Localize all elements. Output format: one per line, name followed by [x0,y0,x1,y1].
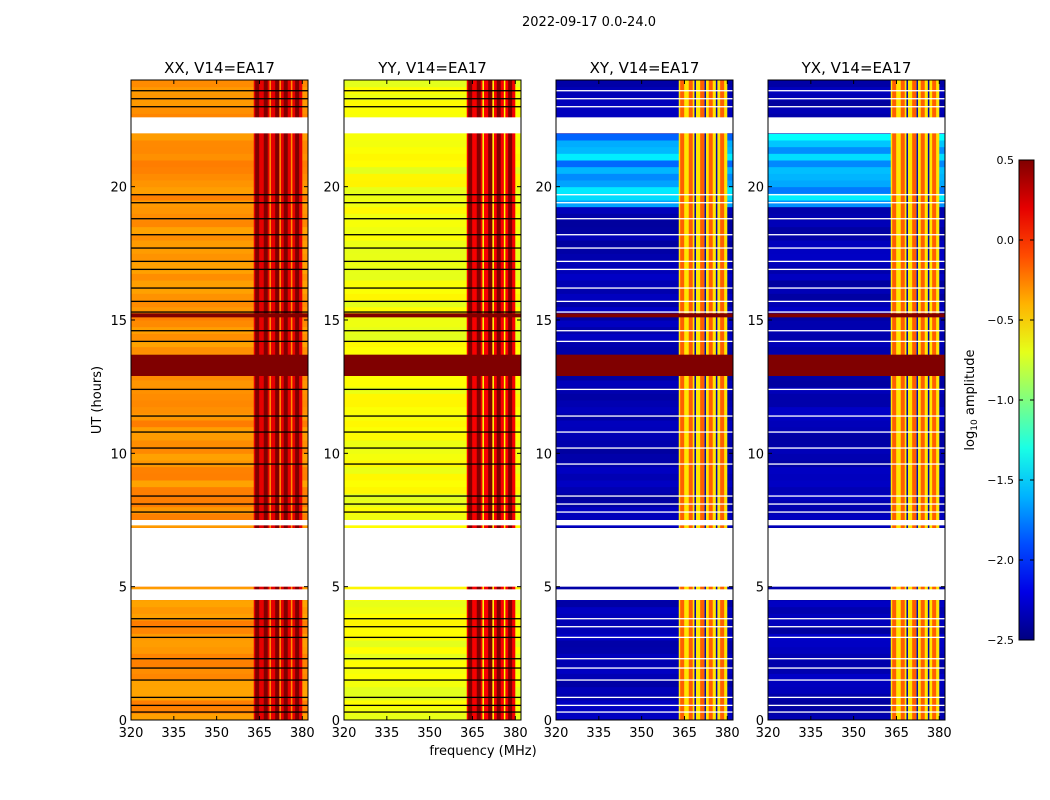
x-tick-label: 320 [544,726,569,741]
y-axis-label: UT (hours) [90,366,105,434]
x-tick-label: 335 [798,726,823,741]
colorbar-tick-label: −2.0 [987,554,1014,567]
heatmap-image [131,80,308,720]
x-tick-label: 380 [715,726,740,741]
y-tick-label: 5 [544,581,552,596]
colorbar-tick-label: −1.5 [987,474,1014,487]
y-tick-label: 10 [535,447,552,462]
x-tick-label: 380 [927,726,952,741]
panel-frame [130,79,309,721]
figure-suptitle: 2022-09-17 0.0-24.0 [522,15,656,30]
y-tick-label: 20 [110,181,127,196]
y-tick-label: 20 [535,181,552,196]
y-tick-label: 5 [756,581,764,596]
colorbar-tick-label: −1.0 [987,394,1014,407]
x-tick-label: 350 [841,726,866,741]
y-tick-label: 10 [747,447,764,462]
panel-frame [343,79,522,721]
x-axis-label: frequency (MHz) [429,744,536,759]
panel-title: YY, V14=EA17 [377,59,487,77]
x-tick-label: 380 [503,726,528,741]
y-tick-label: 0 [756,714,764,729]
x-tick-label: 320 [119,726,144,741]
panel-title: XX, V14=EA17 [164,59,275,77]
x-tick-label: 365 [247,726,272,741]
y-tick-label: 5 [332,581,340,596]
y-tick-label: 10 [323,447,340,462]
y-tick-label: 0 [544,714,552,729]
x-tick-label: 365 [884,726,909,741]
panel-frame [767,79,946,721]
colorbar-tick-label: −0.5 [987,314,1014,327]
x-tick-label: 350 [204,726,229,741]
heatmap-image [768,80,945,720]
x-tick-label: 380 [290,726,315,741]
y-tick-label: 10 [110,447,127,462]
x-tick-label: 335 [374,726,399,741]
panel-title: YX, V14=EA17 [801,59,912,77]
x-tick-label: 365 [460,726,485,741]
panel-yx: YX, V14=EA17 320 335 350 365 380 0 5 10 15 20 [747,59,951,741]
y-tick-label: 20 [747,181,764,196]
x-tick-label: 350 [629,726,654,741]
colorbar-label: log10 amplitude [963,349,980,450]
y-tick-label: 0 [119,714,127,729]
y-tick-label: 15 [535,314,552,329]
panel-xy: XY, V14=EA17 320 335 350 365 380 0 5 10 15 20 [535,59,739,741]
y-tick-label: 20 [323,181,340,196]
x-tick-label: 365 [672,726,697,741]
colorbar-tick-label: 0.0 [997,234,1015,247]
y-tick-label: 15 [323,314,340,329]
panel-frame [555,79,734,721]
y-tick-label: 5 [119,581,127,596]
x-tick-label: 335 [586,726,611,741]
x-tick-label: 320 [332,726,357,741]
heatmap-image [344,80,521,720]
y-tick-label: 15 [110,314,127,329]
colorbar-tick-label: 0.5 [997,154,1015,167]
y-tick-label: 15 [747,314,764,329]
x-tick-label: 335 [161,726,186,741]
y-tick-label: 0 [332,714,340,729]
heatmap-image [556,80,733,720]
x-tick-label: 350 [417,726,442,741]
x-tick-label: 320 [756,726,781,741]
panel-yy: YY, V14=EA17 320 335 350 365 380 0 5 10 15 20 [323,59,527,741]
panel-xx: XX, V14=EA17 320 335 350 365 380 0 5 10 15 20 [110,59,314,741]
colorbar: 0.5 0.0 −0.5 −1.0 −1.5 −2.0 −2.5 log10 amplitud… [963,154,1035,647]
panel-title: XY, V14=EA17 [590,59,700,77]
colorbar-tick-label: −2.5 [987,634,1014,647]
